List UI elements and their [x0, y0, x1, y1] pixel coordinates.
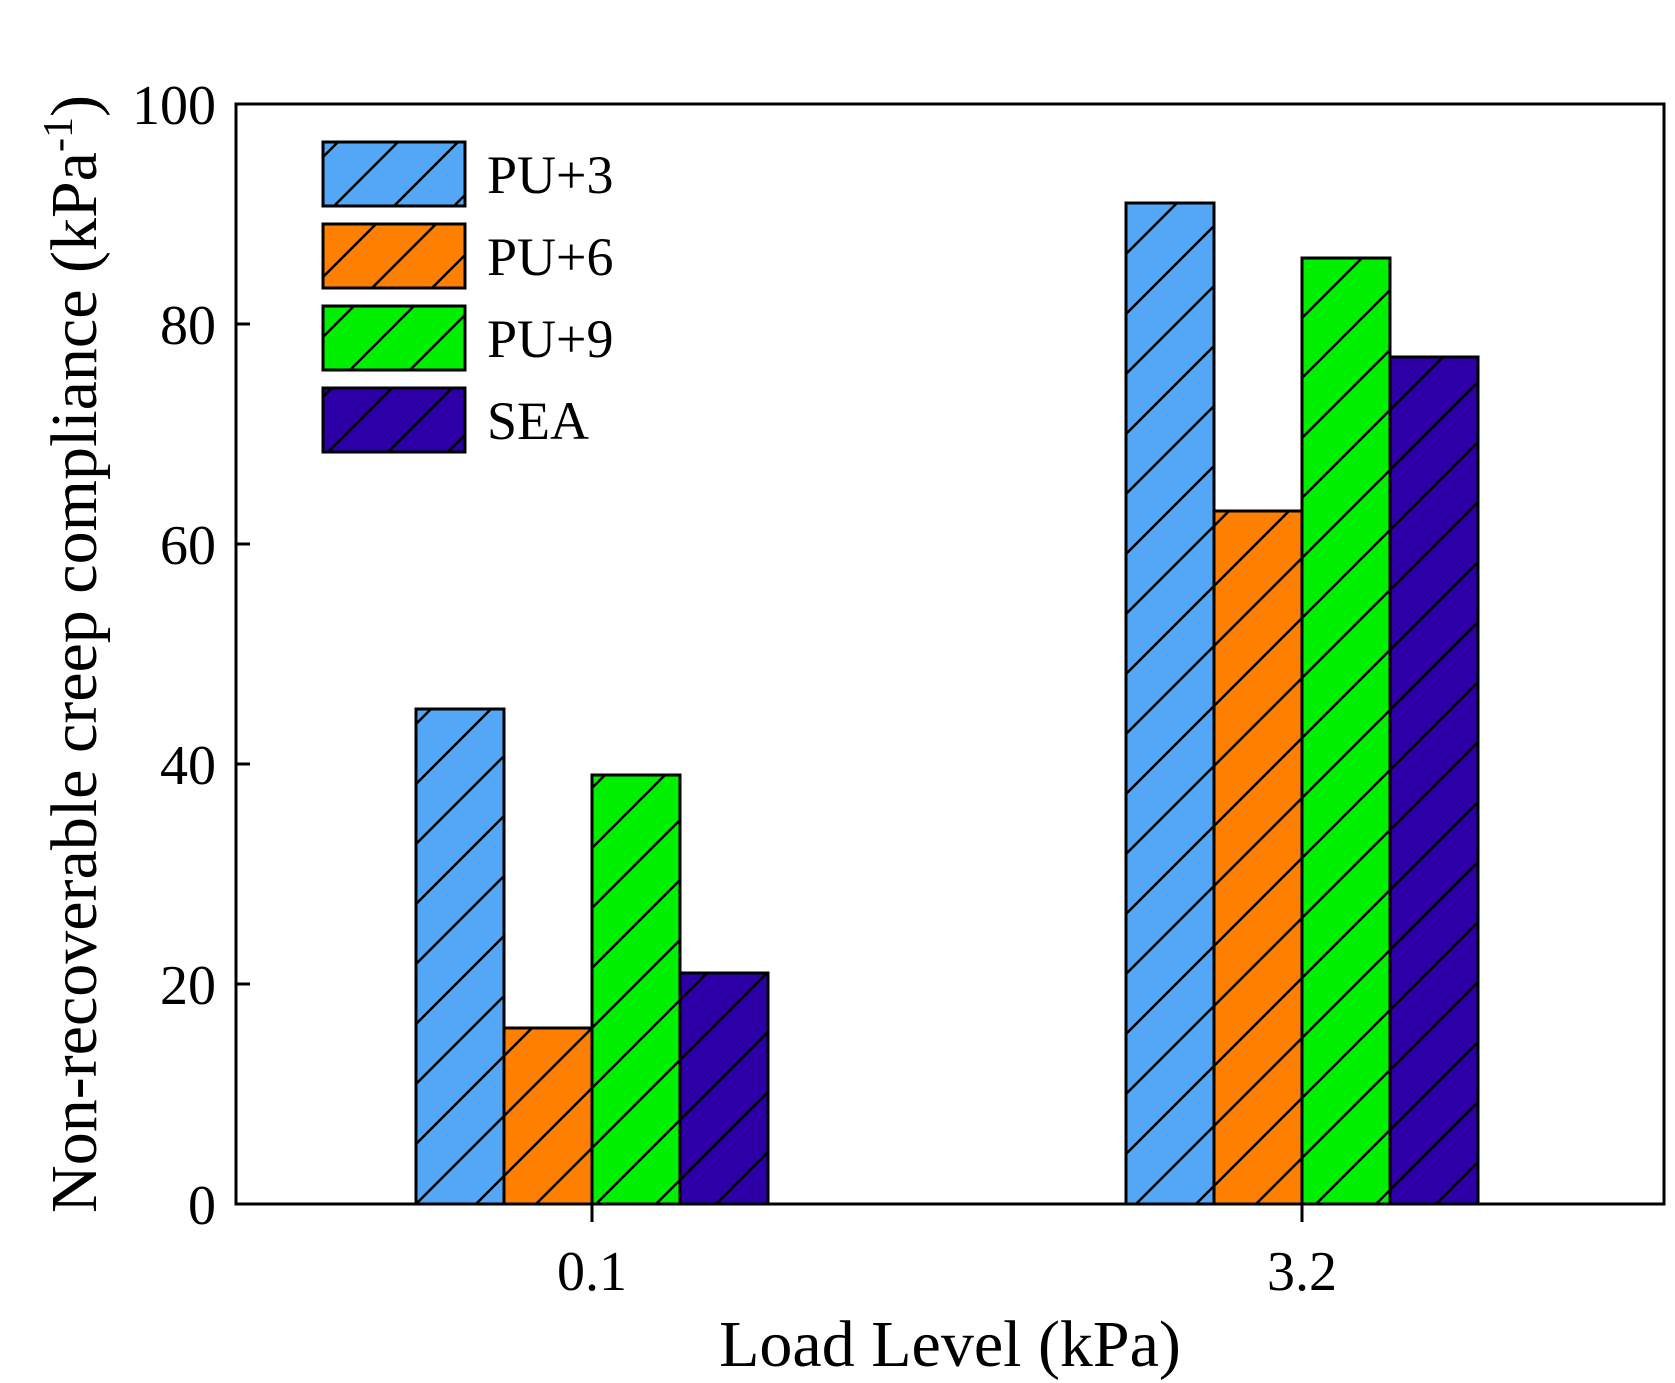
y-axis-title-main: Non-recoverable creep compliance (kPa	[38, 152, 111, 1213]
legend-label: SEA	[487, 391, 589, 451]
legend-label: PU+6	[487, 227, 613, 287]
y-axis-title: Non-recoverable creep compliance (kPa-1)	[36, 95, 111, 1213]
bar-pu-3-3-2	[1124, 201, 1216, 1206]
y-tick-label: 100	[132, 75, 216, 137]
bar-pu-6-0-1	[502, 1026, 594, 1206]
y-tick-label: 60	[160, 515, 216, 577]
x-tick-label: 0.1	[557, 1241, 627, 1303]
bar-pu-9-0-1	[590, 773, 682, 1206]
x-axis-title: Load Level (kPa)	[719, 1308, 1181, 1381]
x-axis-ticks: 0.1 3.2	[557, 1204, 1337, 1303]
bars-group	[414, 201, 1480, 1206]
x-tick-label: 3.2	[1267, 1241, 1337, 1303]
y-axis-title-superscript: -1	[36, 117, 82, 152]
legend-swatch-pu-3	[321, 140, 467, 208]
y-axis-ticks: 0 20 40 60 80 100	[132, 75, 250, 1237]
bar-sea-0-1	[678, 971, 770, 1206]
bar-pu-3-0-1	[414, 707, 506, 1206]
plot-frame	[234, 102, 1666, 1206]
y-axis-title-close: )	[38, 95, 111, 117]
legend-label: PU+9	[487, 309, 613, 369]
legend: PU+3 PU+6 PU+9 SEA	[321, 140, 613, 454]
legend-swatch-sea	[321, 386, 467, 454]
y-tick-label: 0	[188, 1175, 216, 1237]
legend-label: PU+3	[487, 145, 613, 205]
bar-sea-3-2	[1388, 355, 1480, 1206]
bar-pu-9-3-2	[1300, 256, 1392, 1206]
legend-swatch-pu-9	[321, 304, 467, 372]
legend-swatch-pu-6	[321, 222, 467, 290]
y-tick-label: 80	[160, 295, 216, 357]
y-tick-label: 20	[160, 955, 216, 1017]
bar-pu-6-3-2	[1212, 509, 1304, 1206]
y-tick-label: 40	[160, 735, 216, 797]
